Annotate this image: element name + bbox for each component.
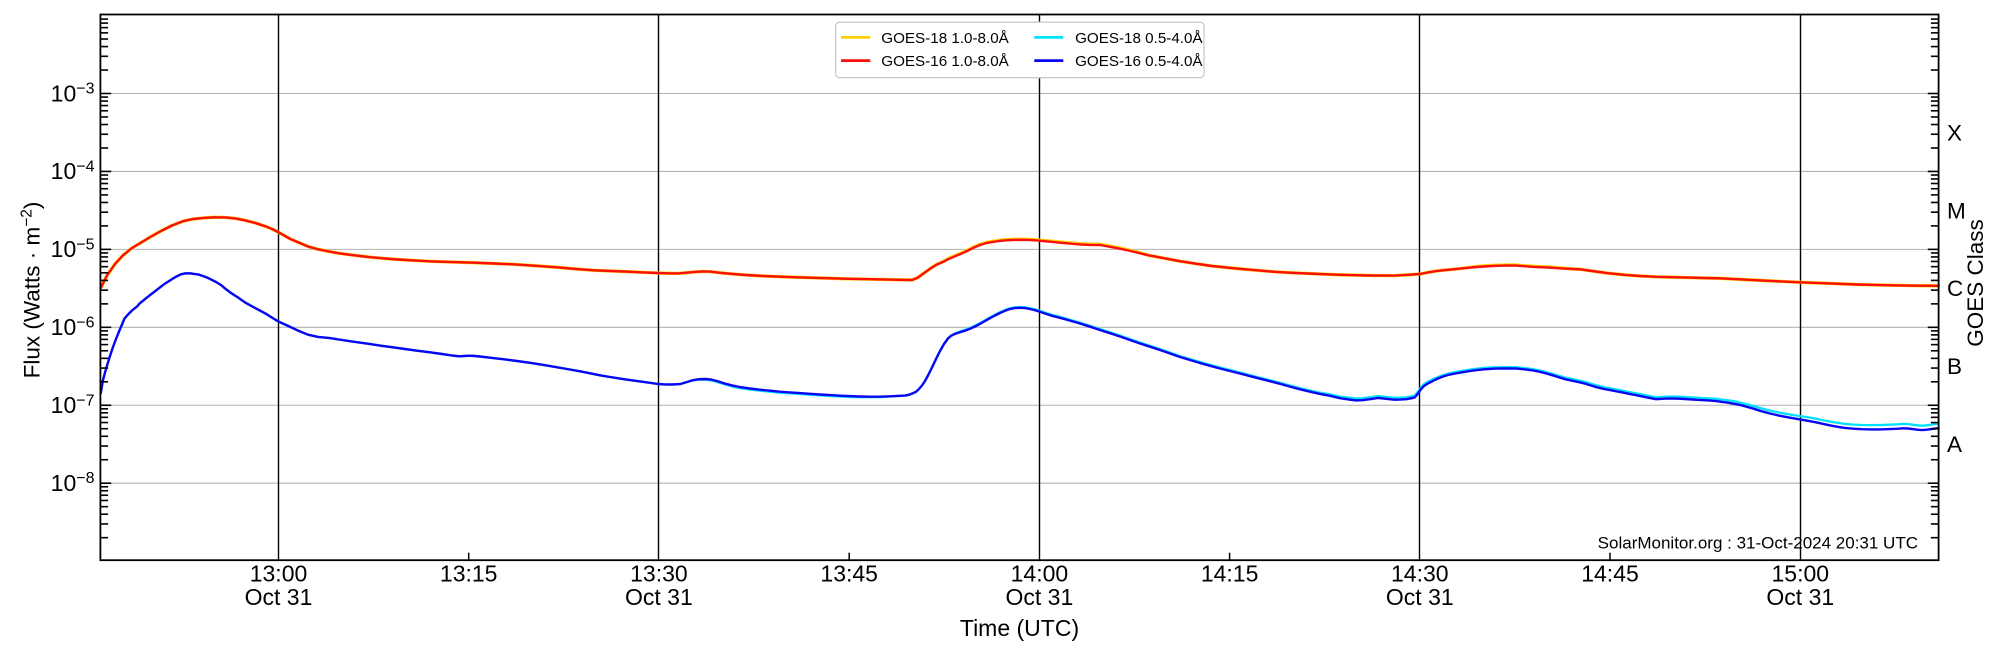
- svg-text:SolarMonitor.org : 31-Oct-2024: SolarMonitor.org : 31-Oct-2024 20:31 UTC: [1598, 534, 1918, 553]
- svg-text:Oct 31: Oct 31: [625, 584, 693, 610]
- svg-text:14:30: 14:30: [1391, 561, 1449, 587]
- svg-text:13:15: 13:15: [440, 561, 498, 587]
- svg-text:Time (UTC): Time (UTC): [960, 615, 1079, 641]
- svg-text:14:45: 14:45: [1581, 561, 1639, 587]
- svg-text:Oct 31: Oct 31: [1766, 584, 1834, 610]
- svg-text:13:00: 13:00: [250, 561, 308, 587]
- svg-text:10−6: 10−6: [51, 314, 95, 340]
- svg-text:X: X: [1947, 120, 1962, 145]
- svg-text:13:30: 13:30: [630, 561, 688, 587]
- svg-text:M: M: [1947, 198, 1966, 223]
- svg-text:13:45: 13:45: [820, 561, 878, 587]
- svg-text:Oct 31: Oct 31: [1006, 584, 1074, 610]
- svg-text:A: A: [1947, 432, 1962, 457]
- svg-text:GOES-16 1.0-8.0Å: GOES-16 1.0-8.0Å: [881, 53, 1009, 70]
- svg-text:14:15: 14:15: [1201, 561, 1259, 587]
- svg-text:14:00: 14:00: [1011, 561, 1069, 587]
- svg-text:Oct 31: Oct 31: [245, 584, 313, 610]
- svg-text:GOES Class: GOES Class: [1963, 219, 1988, 347]
- svg-text:B: B: [1947, 354, 1962, 379]
- svg-text:15:00: 15:00: [1772, 561, 1830, 587]
- svg-text:Flux (Watts · m−2): Flux (Watts · m−2): [19, 202, 45, 379]
- svg-text:C: C: [1947, 276, 1963, 301]
- svg-text:GOES-18 1.0-8.0Å: GOES-18 1.0-8.0Å: [881, 30, 1009, 47]
- svg-text:GOES-18 0.5-4.0Å: GOES-18 0.5-4.0Å: [1075, 30, 1203, 47]
- svg-text:Oct 31: Oct 31: [1386, 584, 1454, 610]
- svg-text:GOES-16 0.5-4.0Å: GOES-16 0.5-4.0Å: [1075, 53, 1203, 70]
